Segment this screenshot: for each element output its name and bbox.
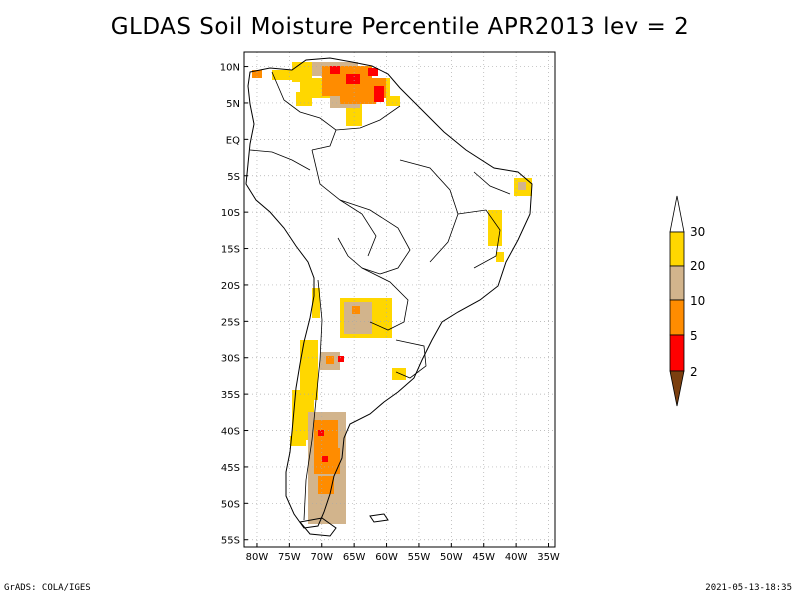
lon-tick-label: 75W — [278, 552, 301, 563]
border-ecuador-peru — [249, 149, 311, 171]
footer-credit: GrADS: COLA/IGES — [4, 583, 91, 593]
colorbar-segment-2-5 — [669, 334, 685, 372]
lon-tick-label: 80W — [246, 552, 269, 563]
footer-timestamp: 2021-05-13-18:35 — [705, 583, 792, 593]
border-paraguay — [361, 267, 409, 331]
border-brazil-states-2 — [457, 209, 501, 269]
colorbar-bottom-arrow — [669, 370, 685, 407]
border-uruguay — [395, 339, 427, 379]
lat-tick-label: 30S — [221, 354, 240, 365]
tierra-del-fuego — [299, 517, 337, 537]
south-america-coast — [245, 57, 533, 529]
lat-tick-label: 10S — [221, 208, 240, 219]
lat-tick-label: EQ — [226, 135, 240, 146]
shade-ne-brazil-tan — [518, 182, 526, 190]
colorbar-label-30: 30 — [690, 225, 705, 239]
lon-tick-label: 50W — [440, 552, 463, 563]
lat-tick-label: 5S — [227, 172, 240, 183]
border-brazil-states-3 — [473, 171, 511, 195]
coastline — [245, 57, 533, 537]
falklands — [369, 513, 389, 523]
lat-tick-label: 50S — [221, 499, 240, 510]
shade-chaco-red — [338, 356, 344, 362]
lon-tick-label: 35W — [537, 552, 560, 563]
lat-tick-label: 5N — [226, 99, 240, 110]
colorbar-label-10: 10 — [690, 294, 705, 308]
colorbar-top-arrow — [669, 195, 685, 233]
axis-ticks: 80W 75W 70W 65W 60W 55W 50W 45W 40W 35W 10N 5N EQ 5S 1… — [220, 63, 560, 563]
lon-tick-label: 65W — [343, 552, 366, 563]
map-area — [244, 52, 555, 547]
chart-title: GLDAS Soil Moisture Percentile APR2013 l… — [110, 14, 690, 40]
border-colombia-venezuela — [271, 71, 337, 151]
lat-tick-label: 15S — [221, 245, 240, 256]
colorbar-segment-20-30 — [669, 231, 685, 267]
border-peru-brazil — [311, 149, 377, 257]
lat-lon-grid — [244, 52, 555, 547]
lon-tick-label: 40W — [505, 552, 528, 563]
colorbar-label-5: 5 — [690, 329, 698, 343]
lon-tick-label: 45W — [472, 552, 495, 563]
lat-tick-label: 20S — [221, 281, 240, 292]
lat-tick-label: 35S — [221, 390, 240, 401]
lat-tick-label: 25S — [221, 317, 240, 328]
border-bolivia — [337, 199, 411, 275]
percentile-shading — [252, 62, 532, 524]
colorbar: 30 20 10 5 2 — [669, 195, 705, 407]
shade-patagonia-red — [318, 430, 328, 462]
colorbar-label-20: 20 — [690, 259, 705, 273]
lat-tick-label: 45S — [221, 463, 240, 474]
map-frame — [243, 51, 556, 548]
lat-tick-label: 40S — [221, 427, 240, 438]
border-brazil-states-1 — [399, 159, 459, 263]
border-venezuela-brazil — [335, 105, 401, 131]
border-chile-argentina — [303, 279, 323, 521]
colorbar-segment-5-10 — [669, 299, 685, 336]
lon-tick-label: 70W — [310, 552, 333, 563]
colorbar-segment-10-20 — [669, 265, 685, 301]
colorbar-label-2: 2 — [690, 365, 698, 379]
lon-tick-label: 60W — [375, 552, 398, 563]
lon-tick-label: 55W — [408, 552, 431, 563]
country-borders — [249, 71, 511, 521]
lat-tick-label: 55S — [221, 536, 240, 547]
shade-chaco-orange — [326, 306, 360, 364]
lat-tick-label: 10N — [220, 63, 240, 74]
shade-north-red — [330, 66, 384, 102]
